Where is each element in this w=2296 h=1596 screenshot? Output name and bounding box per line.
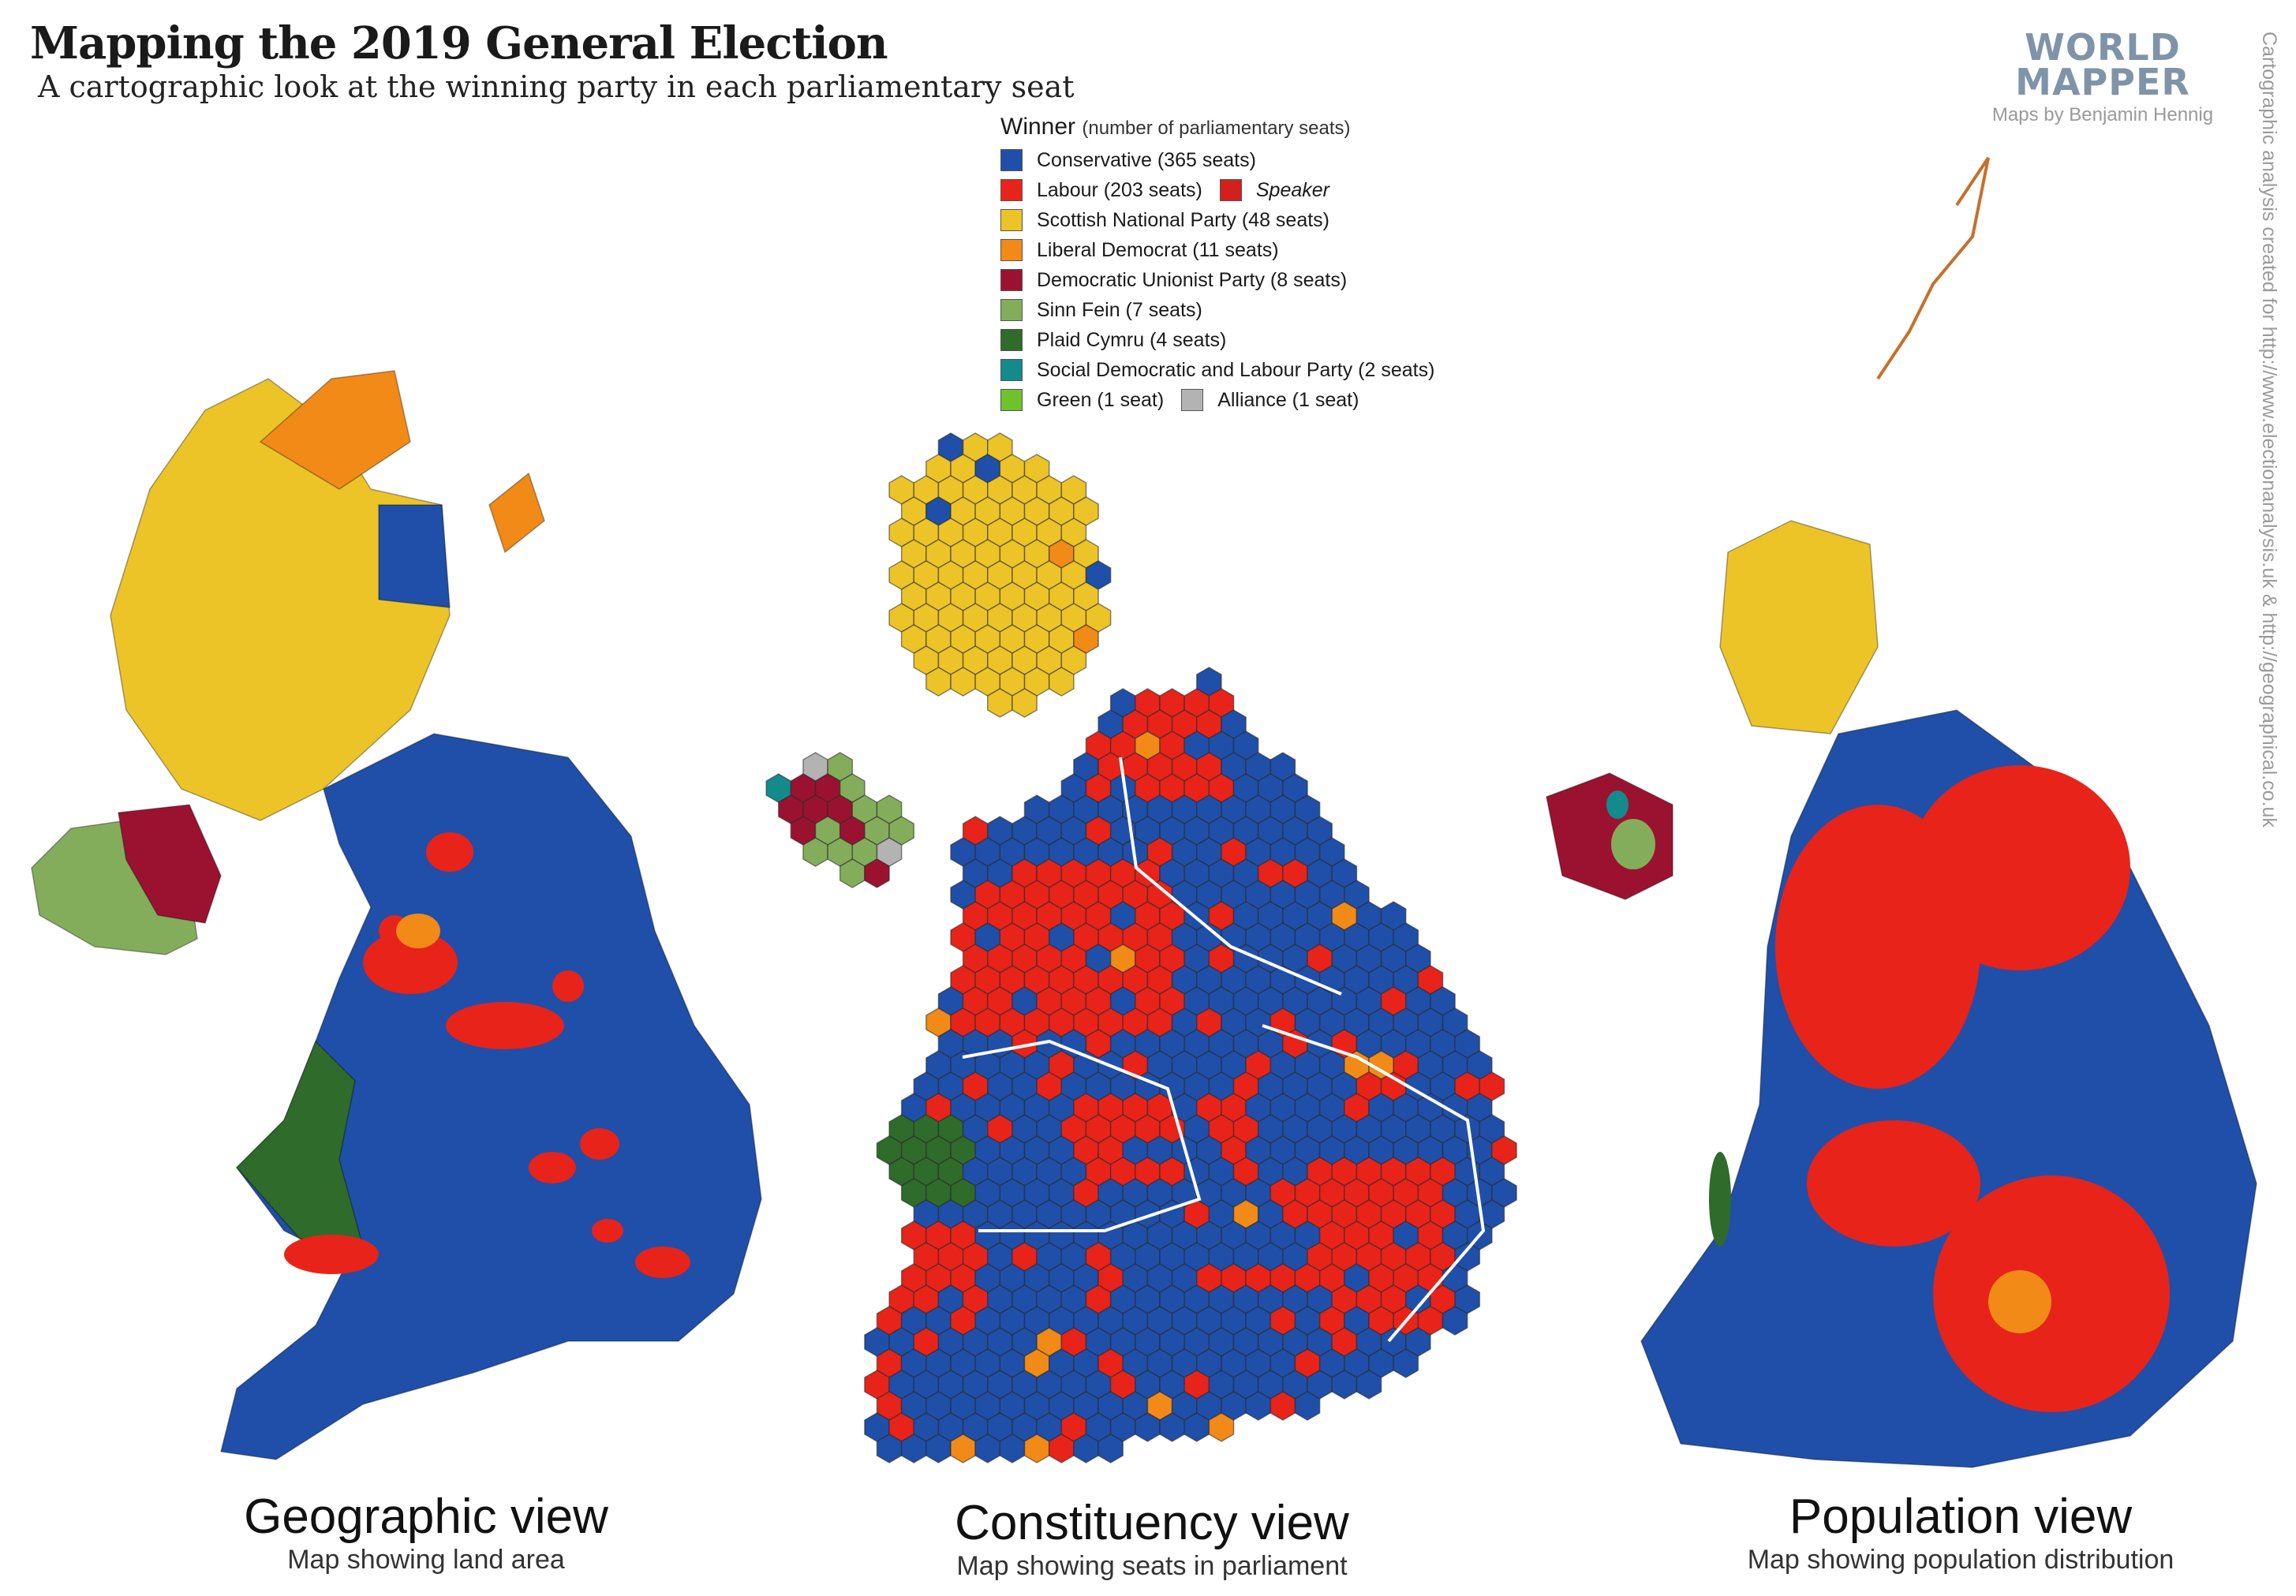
page-title: Mapping the 2019 General Election [30, 17, 888, 69]
geographic-map [31, 370, 762, 1460]
logo-line-1: WORLD [2025, 26, 2181, 69]
legend-note: (number of parliamentary seats) [1082, 118, 1351, 139]
constituency-hex [1356, 1370, 1382, 1400]
legend-swatch [1000, 209, 1023, 231]
legend-items: Conservative (365 seats) Labour (203 seat… [1000, 145, 1434, 415]
legend-label-extra: Alliance (1 seat) [1217, 388, 1359, 411]
legend-swatch [1000, 329, 1023, 351]
population-labour-area [1909, 765, 2130, 970]
legend-label: Scottish National Party (48 seats) [1037, 208, 1329, 231]
legend-label: Green (1 seat) [1037, 388, 1165, 411]
labour-area [529, 1152, 576, 1183]
worldmapper-logo: WORLD MAPPER Maps by Benjamin Hennig [1976, 26, 2229, 126]
libdem-area [396, 914, 440, 948]
legend-item: Plaid Cymru (4 seats) [1000, 325, 1434, 355]
constituency-hex [1294, 1391, 1321, 1421]
population-labour-area [1933, 1176, 2170, 1412]
legend: Winner (number of parliamentary seats) C… [1000, 114, 1434, 415]
labour-area [363, 931, 458, 994]
population-caption: Population view Map showing population d… [1661, 1489, 2260, 1575]
orkney-shetland-area [488, 472, 545, 554]
legend-item: Labour (203 seats) Speaker [1000, 175, 1434, 205]
legend-swatch [1000, 179, 1023, 201]
labour-area [580, 1128, 619, 1160]
legend-label: Social Democratic and Labour Party (2 se… [1037, 358, 1435, 381]
legend-swatch [1000, 389, 1023, 411]
legend-label: Liberal Democrat (11 seats) [1037, 238, 1279, 261]
region-boundary [962, 1039, 1202, 1232]
legend-label: Sinn Fein (7 seats) [1037, 298, 1202, 321]
population-northern-ireland [1546, 772, 1673, 900]
legend-swatch [1000, 359, 1023, 381]
population-sdlp-area [1606, 791, 1629, 819]
legend-swatch [1000, 299, 1023, 321]
constituency-hex [1442, 1306, 1468, 1336]
legend-item: Green (1 seat) Alliance (1 seat) [1000, 385, 1434, 415]
population-sinn-fein-area [1611, 819, 1655, 869]
legend-label: Labour (203 seats) [1037, 178, 1202, 201]
population-labour-area [1807, 1120, 1980, 1247]
legend-swatch [1000, 149, 1023, 171]
constituency-view-title: Constituency view [955, 1496, 1349, 1550]
constituency-hex [1393, 1348, 1419, 1378]
legend-item: Liberal Democrat (11 seats) [1000, 235, 1434, 265]
legend-swatch-extra [1219, 179, 1242, 201]
population-scotland [1719, 520, 1879, 734]
legend-item: Democratic Unionist Party (8 seats) [1000, 265, 1434, 295]
logo-line-2: MAPPER [2015, 61, 2190, 103]
constituency-hex [1048, 667, 1075, 697]
constituency-hex [1098, 1433, 1124, 1463]
legend-title: Winner [1000, 114, 1076, 140]
labour-area [592, 1219, 623, 1243]
labour-area [446, 1002, 564, 1049]
constituency-hex [1208, 1412, 1235, 1442]
legend-item: Conservative (365 seats) [1000, 145, 1434, 175]
population-plaid-area [1709, 1152, 1731, 1247]
labour-area [552, 970, 584, 1002]
legend-label: Conservative (365 seats) [1037, 148, 1256, 171]
legend-label: Democratic Unionist Party (8 seats) [1037, 268, 1348, 291]
labour-area [635, 1247, 690, 1278]
legend-item: Scottish National Party (48 seats) [1000, 205, 1434, 235]
constituency-caption: Constituency view Map showing seats in p… [852, 1496, 1452, 1582]
highland-libdem-area [259, 370, 411, 490]
legend-item: Social Democratic and Labour Party (2 se… [1000, 355, 1434, 385]
scotland-conservative-area [378, 504, 451, 608]
geographic-view-title: Geographic view [244, 1489, 608, 1544]
legend-heading: Winner (number of parliamentary seats) [1000, 114, 1434, 140]
map-credit: Maps by Benjamin Hennig [1991, 104, 2214, 125]
side-credit: Cartographic analysis created for http:/… [2258, 32, 2280, 828]
legend-swatch [1000, 239, 1023, 261]
geographic-view-subtitle: Map showing land area [287, 1545, 565, 1575]
region-boundary [1119, 757, 1342, 996]
constituency-view-subtitle: Map showing seats in parliament [956, 1551, 1348, 1581]
page-subtitle: A cartographic look at the winning party… [38, 69, 1075, 104]
region-boundary [1262, 1024, 1486, 1343]
constituency-hex [1012, 688, 1038, 718]
england-region [220, 733, 762, 1460]
population-libdem-area [1988, 1270, 2051, 1333]
legend-item: Sinn Fein (7 seats) [1000, 295, 1434, 325]
legend-label-extra: Speaker [1255, 178, 1329, 201]
population-view-subtitle: Map showing population distribution [1747, 1545, 2174, 1575]
labour-area [426, 832, 473, 872]
dup-area [118, 804, 222, 924]
population-view-title: Population view [1789, 1489, 2133, 1544]
labour-area [284, 1235, 379, 1274]
constituency-hex-map [765, 432, 1517, 1463]
population-cartogram [1546, 156, 2257, 1468]
legend-swatch [1000, 269, 1023, 291]
constituency-hex [864, 858, 890, 888]
legend-label: Plaid Cymru (4 seats) [1037, 328, 1227, 351]
geographic-caption: Geographic view Map showing land area [126, 1489, 726, 1575]
population-shetland-strand [1876, 156, 1990, 380]
legend-swatch-extra [1181, 389, 1204, 411]
